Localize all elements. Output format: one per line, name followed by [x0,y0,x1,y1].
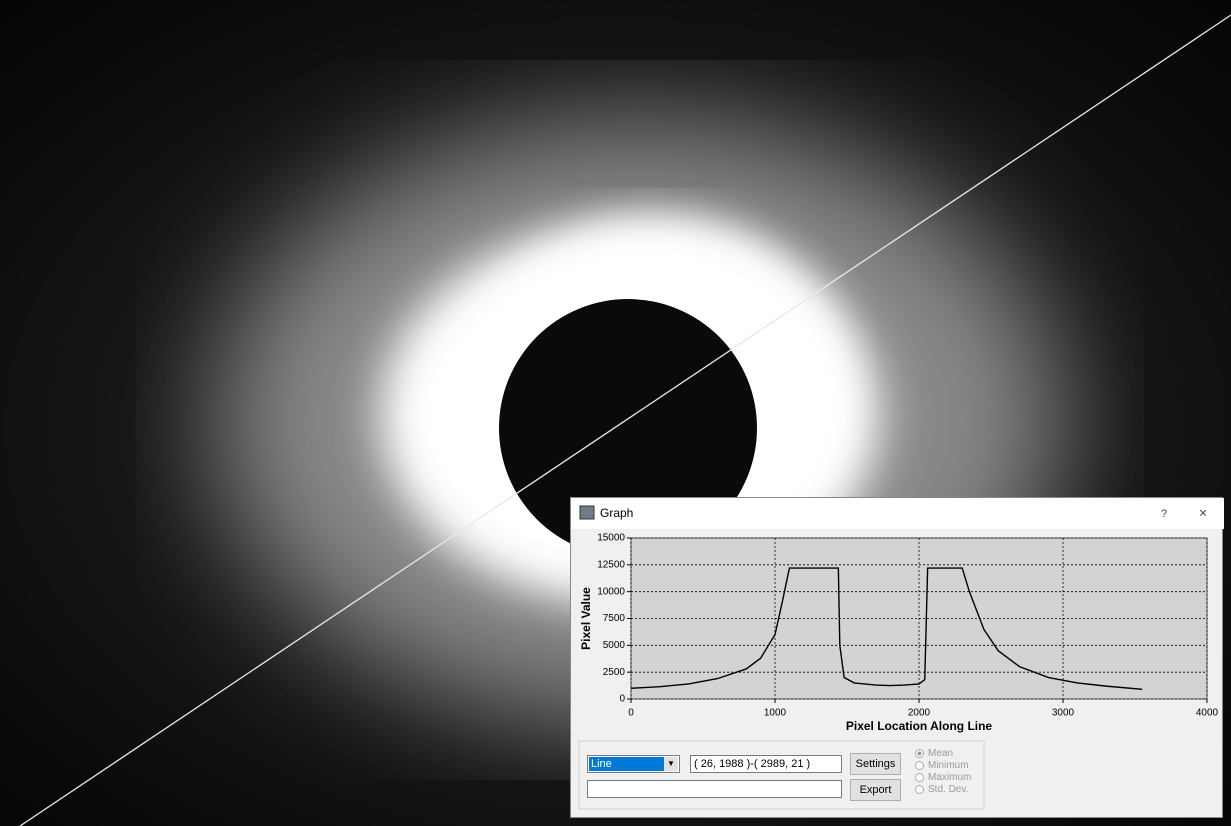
x-tick-label: 2000 [908,708,931,719]
x-axis-label: Pixel Location Along Line [846,719,993,733]
stat-radio[interactable]: Minimum [915,760,969,771]
x-tick-label: 1000 [764,708,787,719]
y-axis-label: Pixel Value [579,587,593,650]
radio-label: Mean [928,748,953,759]
graph-dialog: Graph ? × 0 2500 5000 7500 10000 12500 15000 0 1… [570,497,1223,818]
radio-circle[interactable] [915,749,924,758]
stat-radio[interactable]: Maximum [915,772,971,783]
stat-radio[interactable]: Mean [915,748,953,759]
mode-dropdown[interactable]: Line ▼ [587,755,680,773]
y-tick-label: 0 [619,694,625,705]
stat-radio[interactable]: Std. Dev. [915,784,968,795]
help-button[interactable]: ? [1161,508,1167,520]
dropdown-arrow[interactable]: ▼ [664,757,678,771]
title-bar [571,498,1224,529]
export-button[interactable]: Export [850,779,901,801]
y-tick-label: 7500 [603,613,626,624]
coords-field[interactable]: ( 26, 1988 )-( 2989, 21 ) [690,755,842,773]
close-button[interactable]: × [1199,505,1207,521]
y-tick-label: 12500 [597,559,625,570]
y-tick-label: 2500 [603,667,626,678]
x-tick-label: 0 [628,708,634,719]
radio-circle[interactable] [915,761,924,770]
radio-label: Std. Dev. [928,784,968,795]
y-tick-label: 15000 [597,533,625,544]
y-tick-label: 5000 [603,640,626,651]
x-tick-label: 3000 [1052,708,1075,719]
window-title: Graph [600,506,633,520]
radio-circle[interactable] [915,773,924,782]
page: Graph ? × 0 2500 5000 7500 10000 12500 15000 0 1… [0,0,1231,826]
radio-label: Maximum [928,772,971,783]
x-tick-label: 4000 [1196,708,1219,719]
window-icon [580,506,594,519]
status-field[interactable] [587,780,842,798]
mode-value: Line [589,757,665,771]
radio-circle[interactable] [915,785,924,794]
settings-button[interactable]: Settings [850,753,901,775]
y-tick-label: 10000 [597,586,625,597]
radio-label: Minimum [928,760,969,771]
